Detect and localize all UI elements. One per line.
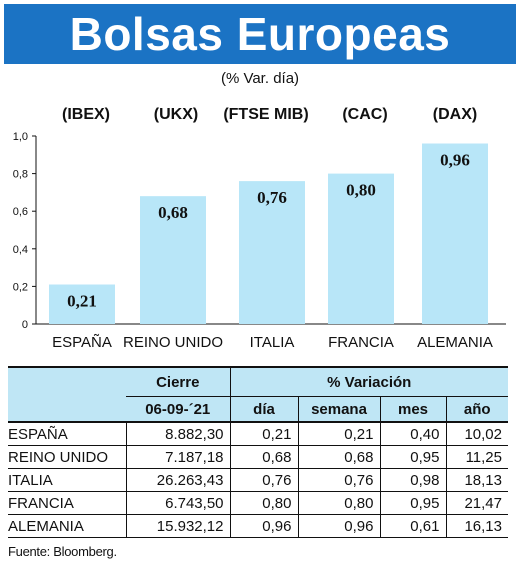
- y-tick-label: 0,4: [13, 244, 28, 256]
- bar: [49, 284, 115, 324]
- cell-cierre: 26.263,43: [126, 468, 231, 492]
- data-label: 0,68: [158, 203, 188, 222]
- index-code-ibex: (IBEX): [62, 106, 110, 123]
- cell-mes: 0,61: [380, 514, 447, 538]
- table-row: ITALIA 26.263,43 0,76 0,76 0,98 18,13: [8, 468, 508, 492]
- cell-mes: 0,40: [380, 422, 447, 446]
- index-code-dax: (DAX): [432, 106, 478, 123]
- table-row: ALEMANIA 15.932,12 0,96 0,96 0,61 16,13: [8, 514, 508, 538]
- data-label: 0,96: [440, 151, 470, 170]
- subheader-semana: semana: [298, 396, 381, 422]
- subheader-blank: [8, 396, 126, 422]
- data-label: 0,80: [346, 181, 376, 200]
- category-label: ESPAÑA: [52, 334, 112, 351]
- cell-cierre: 15.932,12: [126, 514, 231, 538]
- index-code-ftse-mib: (FTSE MIB): [223, 106, 309, 123]
- data-label: 0,76: [257, 188, 287, 207]
- header-blank: [8, 367, 126, 397]
- cell-semana: 0,96: [298, 514, 381, 538]
- category-label: ITALIA: [250, 334, 295, 351]
- cell-dia: 0,96: [230, 514, 299, 538]
- cell-name: ESPAÑA: [8, 422, 127, 446]
- bar: [140, 196, 206, 324]
- cell-name: REINO UNIDO: [8, 445, 127, 469]
- cell-cierre: 6.743,50: [126, 491, 231, 515]
- cell-semana: 0,21: [298, 422, 381, 446]
- y-tick-label: 0,8: [13, 169, 28, 181]
- cell-mes: 0,95: [380, 491, 447, 515]
- bar: [239, 181, 305, 324]
- cell-name: ALEMANIA: [8, 514, 127, 538]
- cell-anio: 16,13: [446, 514, 508, 538]
- cell-cierre: 8.882,30: [126, 422, 231, 446]
- cell-dia: 0,21: [230, 422, 299, 446]
- table-subheader-row: 06-09-´21 día semana mes año: [8, 396, 508, 422]
- bar: [422, 143, 488, 324]
- category-label: REINO UNIDO: [123, 334, 223, 351]
- category-label: ALEMANIA: [417, 334, 493, 351]
- subheader-mes: mes: [380, 396, 447, 422]
- cell-dia: 0,76: [230, 468, 299, 492]
- cell-name: ITALIA: [8, 468, 127, 492]
- header-variacion: % Variación: [230, 367, 508, 397]
- cell-name: FRANCIA: [8, 491, 127, 515]
- y-tick-label: 0,6: [13, 206, 28, 218]
- table-row: FRANCIA 6.743,50 0,80 0,80 0,95 21,47: [8, 491, 508, 515]
- cell-dia: 0,68: [230, 445, 299, 469]
- source-note: Fuente: Bloomberg.: [8, 544, 117, 559]
- cell-anio: 10,02: [446, 422, 508, 446]
- y-tick-label: 1,0: [13, 131, 28, 143]
- cell-mes: 0,95: [380, 445, 447, 469]
- cell-cierre: 7.187,18: [126, 445, 231, 469]
- subheader-dia: día: [230, 396, 299, 422]
- subheader-anio: año: [446, 396, 508, 422]
- cell-mes: 0,98: [380, 468, 447, 492]
- bar: [328, 173, 394, 324]
- cell-anio: 11,25: [446, 445, 508, 469]
- title-banner: Bolsas Europeas: [4, 4, 516, 64]
- page-title: Bolsas Europeas: [69, 8, 451, 60]
- bar-chart: 0 0,2 0,4 0,6 0,8 1,0 0,21 ESPAÑA 0,68 REINO UNID…: [13, 131, 506, 351]
- index-code-cac: (CAC): [342, 106, 388, 123]
- data-label: 0,21: [67, 292, 97, 311]
- category-label: FRANCIA: [328, 334, 394, 351]
- cell-semana: 0,76: [298, 468, 381, 492]
- cell-anio: 21,47: [446, 491, 508, 515]
- header-cierre: Cierre: [126, 367, 231, 397]
- quotes-table: Cierre % Variación 06-09-´21 día semana …: [8, 366, 508, 538]
- cell-anio: 18,13: [446, 468, 508, 492]
- cell-dia: 0,80: [230, 491, 299, 515]
- table-row: REINO UNIDO 7.187,18 0,68 0,68 0,95 11,25: [8, 445, 508, 469]
- chart-subtitle: (% Var. día): [220, 70, 300, 87]
- cell-semana: 0,80: [298, 491, 381, 515]
- y-tick-label: 0: [22, 319, 28, 331]
- table-row: ESPAÑA 8.882,30 0,21 0,21 0,40 10,02: [8, 422, 508, 446]
- index-code-ukx: (UKX): [153, 106, 199, 123]
- subheader-date: 06-09-´21: [126, 396, 231, 422]
- cell-semana: 0,68: [298, 445, 381, 469]
- quotes-table-wrap: Cierre % Variación 06-09-´21 día semana …: [8, 366, 508, 538]
- table-header-row: Cierre % Variación: [8, 367, 508, 397]
- y-tick-label: 0,2: [13, 281, 28, 293]
